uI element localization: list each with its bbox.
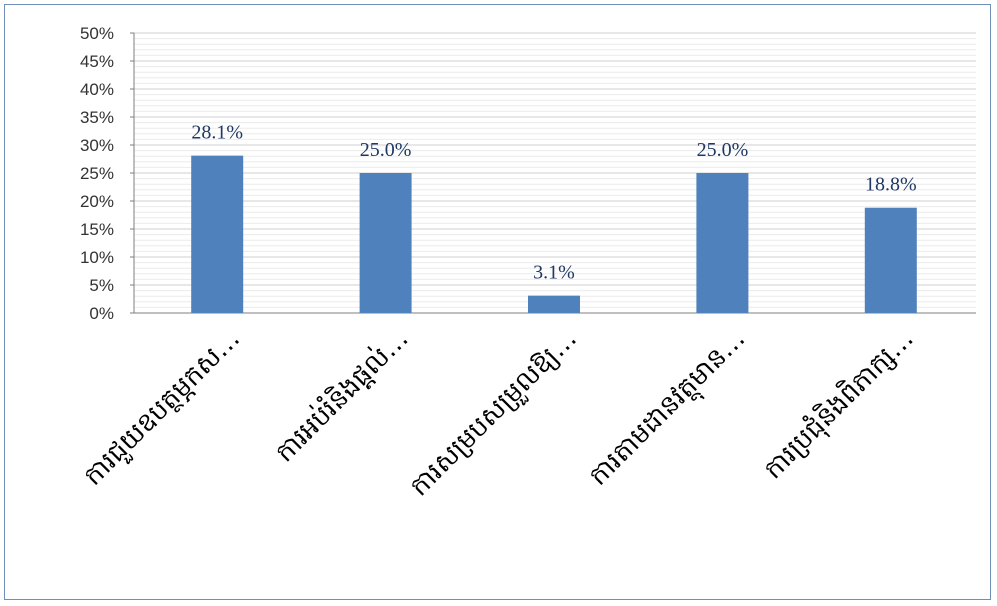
y-tick-label: 5% [89,276,114,295]
x-axis-labels: ការជួយឧបត្ថម្ភកស… ការអប់រំនិងផ្ដល់…ការសម្… [78,322,921,503]
bar [191,155,244,313]
bars [191,155,917,313]
y-tick-label: 35% [80,108,114,127]
bar [696,173,749,313]
x-tick-label: ការជួយឧបត្ថម្ភកស… [78,324,247,493]
data-label: 25.0% [697,139,749,161]
data-label: 3.1% [533,262,575,284]
y-tick-label: 50% [80,24,114,43]
data-label: 18.8% [865,174,917,196]
y-tick-label: 45% [80,52,114,71]
bar [359,173,412,313]
gridlines [133,32,976,314]
x-tick-label: ការអប់រំនិងផ្ដល់… [268,322,414,468]
y-tick-label: 25% [80,164,114,183]
data-labels: 28.1% 25.0% 3.1% 25.0% 18.8% [191,122,916,284]
data-label: 28.1% [191,122,243,144]
y-tick-label: 0% [89,304,114,323]
x-tick-label: ការសម្របសម្រួលឱ្យ… [404,324,584,504]
y-axis-ticks: 0% 5% 10% 15% 20% 25% 30% 35% 40% 45% 50% [80,24,134,323]
x-tick-label: ការតាមដានវត្ថុមាន… [583,324,755,496]
y-tick-label: 40% [80,80,114,99]
data-label: 25.0% [360,139,412,161]
bar [528,295,580,313]
y-tick-label: 15% [80,220,114,239]
bar [864,207,917,313]
y-tick-label: 10% [80,248,114,267]
x-tick-label: ការប្រជុំនិងពិភាក្ស… [757,322,921,486]
y-tick-label: 20% [80,192,114,211]
y-tick-label: 30% [80,136,114,155]
